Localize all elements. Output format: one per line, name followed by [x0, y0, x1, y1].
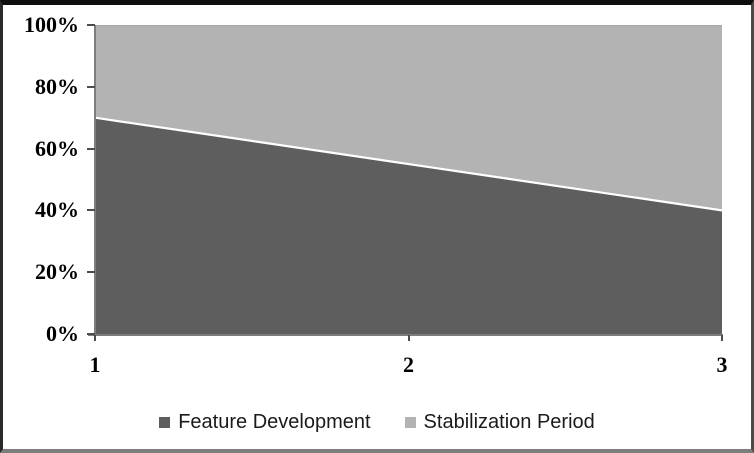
y-axis-line	[94, 25, 96, 336]
legend: Feature Development Stabilization Period	[0, 409, 754, 435]
y-tick-label: 40%	[35, 197, 79, 223]
y-tick-mark	[87, 271, 95, 274]
area-feature-development	[95, 117, 722, 334]
x-tick-mark	[407, 335, 410, 341]
x-tick-mark	[721, 335, 723, 341]
stacked-area-plot	[95, 25, 722, 334]
legend-item-feature-development: Feature Development	[159, 410, 371, 434]
y-tick-mark	[87, 85, 95, 88]
x-axis-line	[88, 334, 723, 336]
y-tick-label: 60%	[35, 135, 79, 161]
legend-swatch-feature-development	[159, 416, 171, 428]
area-stabilization-period	[95, 25, 722, 211]
series-separator-line	[95, 116, 722, 212]
legend-label-stabilization-period: Stabilization Period	[423, 410, 595, 433]
y-tick-label: 20%	[35, 259, 79, 285]
y-tick-mark	[87, 24, 95, 26]
y-tick-mark	[87, 209, 95, 212]
x-tick-mark	[94, 335, 96, 341]
y-tick-label: 80%	[35, 73, 79, 99]
y-tick-mark	[87, 333, 95, 335]
legend-label-feature-development: Feature Development	[178, 410, 371, 433]
x-tick-label: 1	[89, 352, 101, 377]
y-tick-label: 0%	[46, 321, 79, 346]
x-tick-label: 3	[716, 352, 728, 377]
y-tick-mark	[87, 147, 95, 150]
legend-swatch-stabilization-period	[404, 416, 416, 428]
x-tick-label: 2	[403, 352, 414, 377]
legend-item-stabilization-period: Stabilization Period	[404, 410, 595, 434]
y-tick-label: 100%	[24, 12, 79, 37]
